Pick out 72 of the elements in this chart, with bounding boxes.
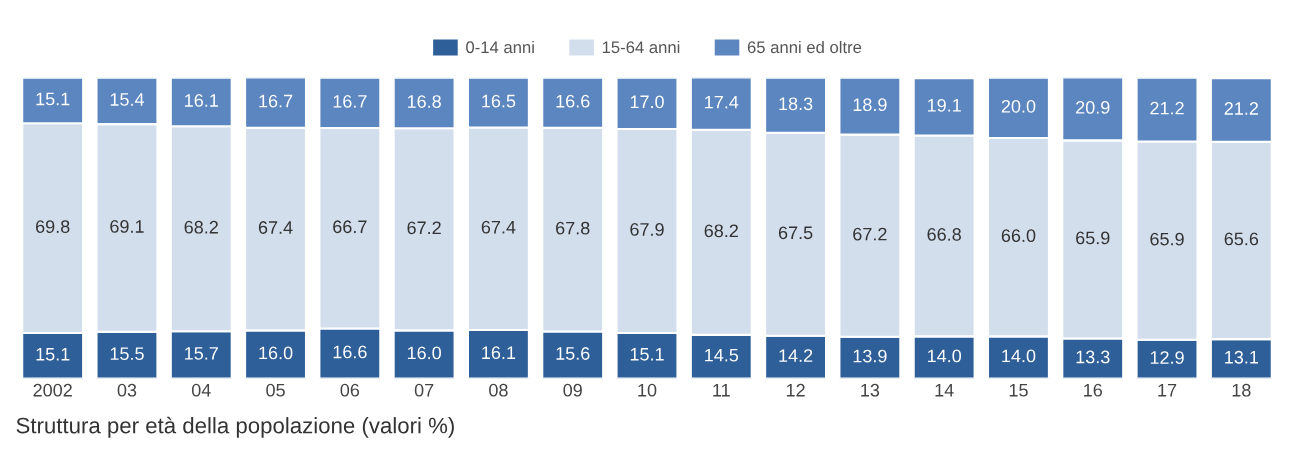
x-tick-label: 18 (1232, 383, 1251, 397)
data-label: 68.2 (704, 224, 738, 238)
data-label: 15.1 (36, 348, 70, 361)
x-tick-label: 09 (563, 383, 582, 397)
data-label: 12.9 (1150, 351, 1184, 364)
data-label: 66.0 (1001, 229, 1036, 243)
data-label: 14.5 (705, 348, 739, 362)
x-tick-label: 17 (1158, 384, 1177, 397)
x-tick-label: 06 (340, 383, 360, 397)
x-tick-label: 10 (638, 383, 657, 397)
x-tick-label: 11 (713, 384, 730, 397)
data-label: 68.2 (184, 220, 218, 234)
data-label: 69.8 (36, 220, 70, 233)
data-label: 17.4 (705, 95, 739, 109)
data-label: 16.7 (333, 94, 367, 108)
data-label: 67.4 (258, 221, 293, 234)
data-label: 16.7 (259, 94, 293, 108)
text: Struttura per età della popolazione (valori %) (16, 416, 454, 438)
data-label: 69.1 (110, 220, 144, 233)
data-label: 67.4 (481, 220, 516, 234)
data-label: 15.1 (630, 348, 664, 361)
data-label: 13.1 (1225, 350, 1259, 364)
data-label: 66.7 (333, 220, 367, 234)
data-label: 15.7 (185, 347, 218, 360)
data-label: 13.3 (1076, 350, 1110, 364)
data-label: 14.2 (779, 349, 813, 362)
data-label: 14.0 (1002, 349, 1036, 363)
data-label: 14.0 (927, 349, 962, 363)
legend-label: 0-14 anni (466, 40, 534, 54)
data-label: 19.1 (927, 98, 961, 112)
data-label: 16.1 (185, 94, 218, 107)
data-label: 21.2 (1224, 102, 1258, 115)
data-label: 20.0 (1001, 99, 1036, 113)
x-tick-label: 04 (191, 383, 211, 397)
data-label: 67.8 (556, 221, 590, 235)
data-label: 21.2 (1150, 101, 1184, 115)
data-label: 18.9 (853, 98, 887, 112)
data-label: 15.1 (36, 92, 70, 106)
data-label: 16.6 (333, 345, 367, 359)
x-tick-label: 12 (786, 383, 805, 397)
x-tick-label: 16 (1084, 383, 1102, 397)
data-label: 16.1 (482, 346, 516, 360)
data-label: 67.5 (778, 226, 813, 240)
data-label: 13.9 (853, 349, 887, 363)
data-label: 16.6 (556, 94, 590, 108)
x-tick-label: 13 (861, 383, 880, 397)
data-label: 15.6 (556, 347, 590, 360)
data-label: 15.5 (110, 347, 144, 361)
x-tick-label: 14 (935, 384, 954, 397)
legend-label: 15-64 anni (602, 40, 680, 54)
data-label: 15.4 (110, 93, 145, 106)
data-label: 20.9 (1076, 101, 1110, 114)
data-label: 17.0 (630, 95, 664, 109)
data-label: 18.3 (779, 97, 813, 111)
x-tick-label: 08 (489, 383, 508, 397)
data-label: 67.9 (630, 223, 664, 236)
data-label: 16.0 (259, 346, 293, 360)
data-label: 67.2 (407, 221, 441, 235)
data-label: 65.6 (1224, 232, 1259, 246)
data-label: 65.9 (1076, 231, 1110, 245)
x-tick-label: 03 (117, 383, 137, 397)
x-tick-label: 07 (414, 383, 434, 397)
data-label: 16.8 (407, 95, 441, 108)
legend-label: 65 anni ed oltre (747, 40, 862, 54)
data-label: 67.2 (853, 227, 887, 241)
data-label: 65.9 (1150, 232, 1184, 246)
data-label: 16.5 (482, 94, 516, 108)
data-label: 66.8 (927, 228, 961, 241)
x-tick-label: 2002 (33, 383, 72, 397)
data-label: 16.0 (407, 346, 441, 360)
x-tick-label: 05 (266, 383, 285, 397)
x-tick-label: 15 (1009, 384, 1028, 397)
